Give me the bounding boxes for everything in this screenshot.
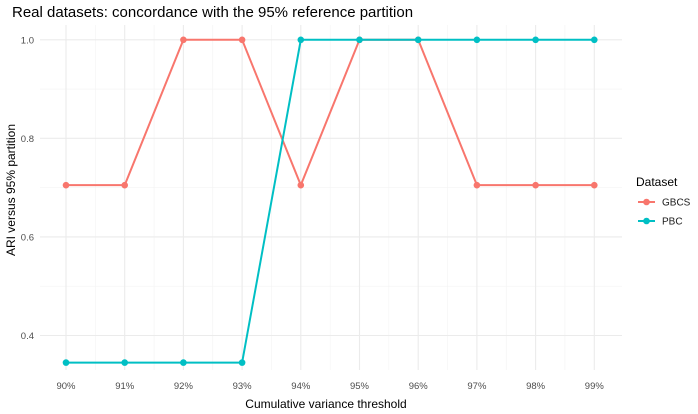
data-point-gbcs: [238, 36, 246, 44]
legend-items: GBCS PBC: [638, 198, 691, 228]
y-tick-label: 0.4: [21, 331, 34, 342]
data-point-pbc: [473, 36, 481, 44]
chart-title: Real datasets: concordance with the 95% …: [12, 4, 413, 21]
data-point-pbc: [121, 359, 128, 366]
legend: Dataset GBCS PBC: [636, 175, 691, 228]
data-point-pbc: [238, 359, 246, 366]
legend-key-point: [643, 217, 650, 225]
data-point-gbcs: [473, 181, 481, 189]
y-axis-ticks: 0.4 0.6 0.8 1.0: [21, 35, 34, 342]
x-tick-label: 92%: [174, 381, 194, 392]
data-point-pbc: [591, 36, 598, 44]
legend-label: GBCS: [662, 198, 691, 209]
data-point-gbcs: [180, 36, 187, 44]
data-point-gbcs: [297, 181, 305, 189]
grid: [40, 25, 622, 370]
data-point-gbcs: [121, 181, 128, 189]
y-tick-label: 0.8: [21, 134, 34, 145]
x-tick-label: 98%: [526, 381, 546, 392]
x-tick-label: 91%: [115, 381, 135, 392]
data-point-gbcs: [62, 181, 70, 189]
y-tick-label: 1.0: [21, 35, 34, 46]
data-point-pbc: [180, 359, 187, 366]
data-point-gbcs: [532, 181, 539, 189]
data-point-pbc: [532, 36, 539, 44]
x-tick-label: 94%: [291, 381, 311, 392]
series-pbc: [62, 36, 598, 366]
x-tick-label: 96%: [409, 381, 429, 392]
legend-key-point: [643, 198, 650, 206]
data-point-pbc: [356, 36, 363, 44]
series-line-pbc: [66, 38, 595, 364]
data-point-pbc: [414, 36, 422, 44]
x-axis-ticks: 90% 91% 92% 93% 94% 95% 96% 97% 98% 99%: [56, 381, 604, 392]
x-tick-label: 97%: [467, 381, 487, 392]
legend-item-gbcs: GBCS: [638, 198, 691, 209]
x-tick-label: 90%: [56, 381, 76, 392]
legend-item-pbc: PBC: [638, 217, 683, 228]
series-line-gbcs: [66, 38, 595, 187]
legend-label: PBC: [662, 217, 683, 228]
x-axis-title: Cumulative variance threshold: [245, 397, 406, 411]
legend-title: Dataset: [636, 175, 678, 189]
y-axis-title: ARI versus 95% partition: [4, 124, 18, 256]
data-point-pbc: [297, 36, 305, 44]
data-point-gbcs: [591, 181, 598, 189]
series-layer: [62, 36, 598, 366]
x-tick-label: 93%: [233, 381, 253, 392]
data-point-pbc: [62, 359, 70, 366]
x-tick-label: 95%: [350, 381, 370, 392]
y-tick-label: 0.6: [21, 232, 34, 243]
x-tick-label: 99%: [585, 381, 605, 392]
